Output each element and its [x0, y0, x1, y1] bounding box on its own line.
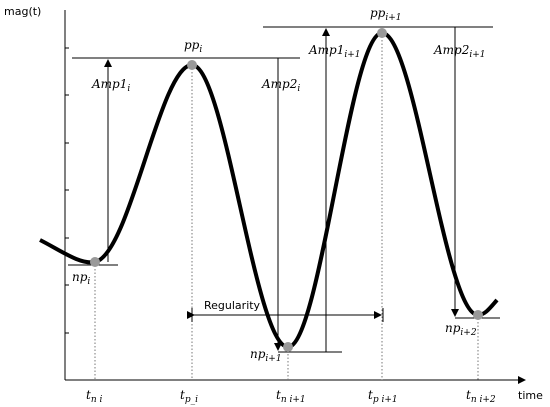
math-label: tn i — [86, 388, 102, 405]
label-base: t — [276, 388, 281, 402]
math-label: tp_i — [180, 388, 198, 405]
math-label: tn i+1 — [276, 388, 306, 405]
label-base: np — [445, 321, 461, 335]
label-subscript: i+1 — [265, 354, 281, 364]
label-base: t — [86, 388, 91, 402]
math-label: ppi — [184, 38, 202, 55]
label-subscript: p i+1 — [373, 395, 398, 405]
label-subscript: n i+2 — [471, 395, 496, 405]
axes — [64, 10, 526, 384]
regularity-label: Regularity — [204, 299, 261, 312]
label-base: Amp1 — [91, 77, 127, 91]
y-ticks — [65, 47, 69, 334]
label-subscript: i+2 — [460, 328, 476, 338]
label-base: np — [250, 347, 266, 361]
label-base: np — [72, 270, 88, 284]
label-base: pp — [370, 6, 386, 20]
math-label: tp i+1 — [368, 388, 398, 405]
label-base: pp — [184, 38, 200, 52]
label-subscript: i — [199, 45, 202, 55]
label-base: Amp2 — [261, 77, 297, 91]
math-label: Amp2i+1 — [433, 43, 486, 60]
label-subscript: p_i — [185, 395, 198, 405]
math-label: Amp1i+1 — [308, 43, 361, 60]
label-subscript: n i+1 — [281, 395, 306, 405]
math-label: ppi+1 — [370, 6, 402, 23]
label-subscript: n i — [91, 395, 103, 405]
label-subscript: i+1 — [385, 13, 401, 23]
label-base: t — [466, 388, 471, 402]
label-base: t — [368, 388, 373, 402]
label-base: Amp1 — [308, 43, 344, 57]
extrema — [90, 28, 483, 352]
label-base: t — [180, 388, 185, 402]
y-label: mag(t) — [4, 5, 41, 18]
math-label: npi+1 — [250, 347, 282, 364]
x-label: time — [518, 389, 543, 402]
math-label: npi — [72, 270, 90, 287]
label-base: Amp2 — [433, 43, 469, 57]
label-subscript: i — [87, 277, 90, 287]
label-subscript: i+1 — [344, 50, 360, 60]
math-label: npi+2 — [445, 321, 477, 338]
math-label: Amp1i — [91, 77, 130, 94]
label-subscript: i+1 — [469, 50, 485, 60]
label-subscript: i — [297, 84, 300, 94]
math-label: tn i+2 — [466, 388, 496, 405]
label-subscript: i — [127, 84, 130, 94]
math-label: Amp2i — [261, 77, 300, 94]
